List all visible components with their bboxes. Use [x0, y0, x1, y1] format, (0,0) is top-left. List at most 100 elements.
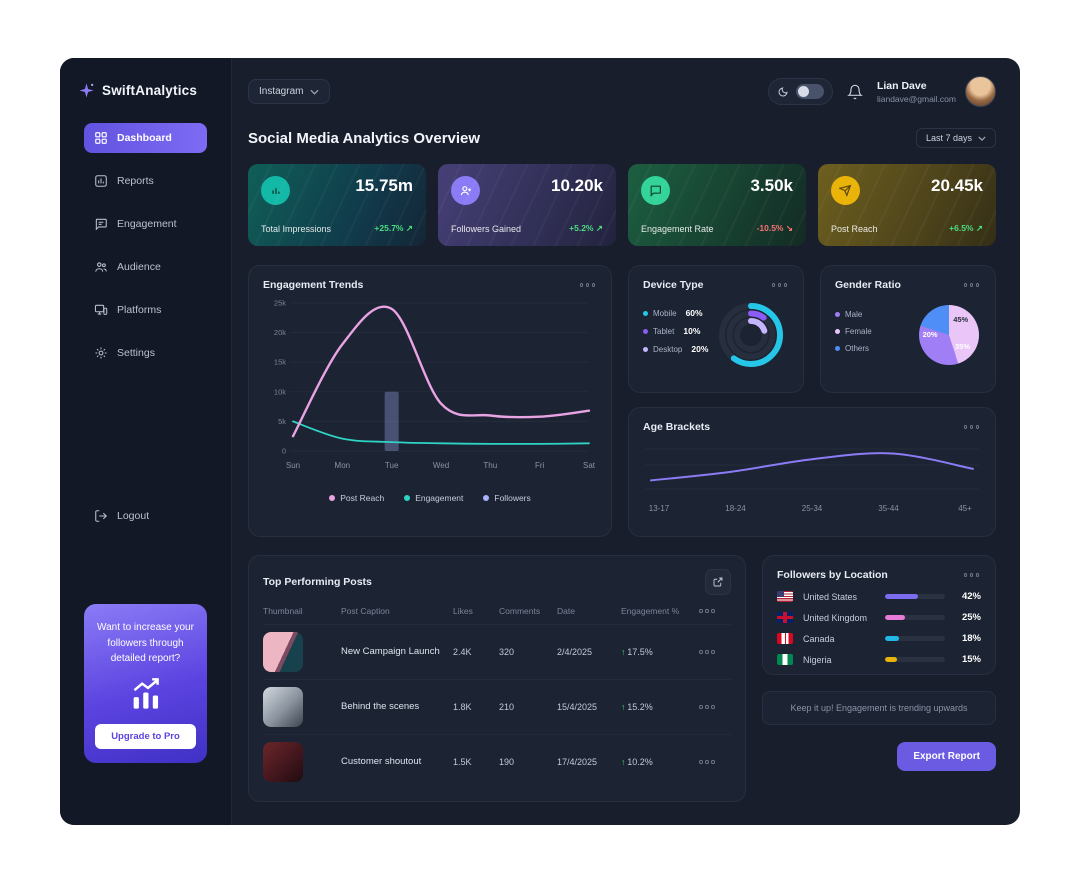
card-menu-icon[interactable]	[770, 281, 790, 289]
card-menu-icon[interactable]	[962, 571, 982, 579]
sidebar-item-engagement[interactable]: Engagement	[84, 209, 207, 239]
row-menu-icon[interactable]	[697, 758, 723, 766]
date-range-select[interactable]: Last 7 days	[915, 128, 996, 148]
sidebar-item-settings[interactable]: Settings	[84, 338, 207, 368]
svg-text:45+: 45+	[958, 504, 972, 513]
svg-text:5k: 5k	[278, 417, 286, 426]
dark-mode-toggle[interactable]	[767, 78, 833, 105]
post-likes: 1.8K	[453, 702, 472, 712]
post-date: 17/4/2025	[557, 757, 598, 767]
trend-arrow-icon: ↗	[405, 223, 413, 233]
location-row: United States 42%	[777, 591, 981, 602]
growth-chart-icon	[133, 677, 159, 709]
app-name: SwiftAnalytics	[102, 83, 198, 98]
sidebar-item-dashboard[interactable]: Dashboard	[84, 123, 207, 153]
user-email: liandave@gmail.com	[876, 93, 956, 104]
card-title: Followers by Location	[777, 569, 888, 581]
people-icon	[95, 262, 107, 272]
stat-value: 10.20k	[551, 176, 603, 195]
gender-ratio-card: Gender Ratio Male Female Others 45%	[820, 265, 996, 393]
stat-delta: +6.5% ↗	[949, 223, 983, 233]
impressions-icon	[261, 176, 290, 205]
location-bar	[885, 615, 945, 620]
encouragement-note: Keep it up! Engagement is trending upwar…	[762, 691, 996, 725]
export-report-button[interactable]: Export Report	[897, 742, 996, 771]
share-button[interactable]	[705, 569, 731, 595]
app-window: SwiftAnalytics Dashboard Reports Engagem…	[60, 58, 1020, 825]
card-menu-icon[interactable]	[578, 281, 598, 289]
engagement-legend-dot	[404, 495, 411, 501]
share-arrow-icon	[713, 577, 723, 587]
sidebar-item-label: Audience	[117, 261, 161, 273]
platform-select[interactable]: Instagram	[248, 79, 331, 104]
engagement-chat-icon	[641, 176, 670, 205]
svg-text:18-24: 18-24	[725, 504, 746, 513]
device-legend: Mobile 60% Tablet 10% Desktop 20%	[643, 308, 708, 362]
up-arrow-icon: ↑	[621, 757, 626, 767]
post-reach-legend-dot	[329, 495, 336, 501]
post-comments: 210	[499, 702, 515, 712]
table-row: New Campaign Launch 2.4K 320 2/4/2025 ↑ 1…	[263, 624, 731, 679]
age-brackets-chart: 13-17 18-24 25-34 35-44 45+	[645, 448, 979, 513]
row-menu-icon[interactable]	[697, 703, 723, 711]
svg-text:25-34: 25-34	[802, 504, 823, 513]
svg-text:Sun: Sun	[286, 461, 300, 470]
logout-button[interactable]: Logout	[84, 501, 207, 531]
main-content: Instagram Lian Dave liandave@gmail.com	[232, 58, 1020, 825]
logout-icon	[95, 510, 107, 522]
stat-label: Post Reach	[831, 224, 878, 234]
svg-text:10k: 10k	[274, 387, 286, 396]
location-row: Nigeria 15%	[777, 654, 981, 665]
user-block[interactable]: Lian Dave liandave@gmail.com	[877, 76, 996, 107]
sidebar-item-label: Reports	[117, 175, 154, 187]
card-menu-icon[interactable]	[962, 281, 982, 289]
sidebar-item-audience[interactable]: Audience	[84, 252, 207, 282]
post-comments: 320	[499, 647, 515, 657]
stat-label: Followers Gained	[451, 224, 522, 234]
stat-card-post-reach: 20.45k Post Reach +6.5% ↗	[818, 164, 996, 246]
promo-text: Want to increase your followers through …	[97, 622, 194, 664]
post-likes: 2.4K	[453, 647, 472, 657]
svg-text:35-44: 35-44	[878, 504, 899, 513]
chat-bubble-icon	[95, 218, 107, 231]
trend-arrow-icon: ↘	[785, 223, 793, 233]
topbar: Instagram Lian Dave liandave@gmail.com	[248, 76, 996, 107]
sidebar-item-reports[interactable]: Reports	[84, 166, 207, 196]
follower-add-icon	[451, 176, 480, 205]
post-caption: Behind the scenes	[341, 701, 420, 713]
svg-text:13-17: 13-17	[649, 504, 670, 513]
stat-delta: +25.7% ↗	[374, 223, 413, 233]
trend-legend: Post Reach Engagement Followers	[263, 493, 597, 503]
toggle-switch[interactable]	[795, 84, 824, 99]
card-menu-icon[interactable]	[962, 423, 982, 431]
card-title: Gender Ratio	[835, 279, 901, 291]
chevron-down-icon	[310, 89, 320, 95]
stat-value: 15.75m	[355, 176, 413, 195]
gender-ratio-pie-chart: 45% 35% 20%	[919, 305, 979, 365]
sidebar-nav: Dashboard Reports Engagement Audience Pl…	[60, 123, 231, 381]
devices-icon	[94, 304, 108, 315]
location-bar	[885, 636, 945, 641]
top-posts-card: Top Performing Posts Thumbnail Post Capt…	[248, 555, 746, 802]
svg-text:15k: 15k	[274, 358, 286, 367]
table-row: Behind the scenes 1.8K 210 15/4/2025 ↑ 15…	[263, 679, 731, 734]
upgrade-to-pro-button[interactable]: Upgrade to Pro	[95, 723, 196, 749]
sidebar-item-platforms[interactable]: Platforms	[84, 295, 207, 325]
post-caption: New Campaign Launch	[341, 646, 440, 658]
bell-icon[interactable]	[846, 84, 863, 100]
row-menu-icon[interactable]	[697, 648, 723, 656]
post-caption: Customer shoutout	[341, 756, 422, 768]
canada-flag-icon	[777, 633, 793, 644]
svg-text:Thu: Thu	[483, 461, 497, 470]
dashboard-grid-icon	[95, 132, 107, 144]
sidebar: SwiftAnalytics Dashboard Reports Engagem…	[60, 58, 232, 825]
avatar[interactable]	[965, 76, 996, 107]
device-type-donut-chart	[719, 303, 783, 367]
table-menu-icon[interactable]	[697, 607, 723, 615]
platform-select-value: Instagram	[259, 86, 304, 97]
date-range-value: Last 7 days	[925, 133, 972, 143]
svg-text:Wed: Wed	[433, 461, 449, 470]
up-arrow-icon: ↑	[621, 647, 626, 657]
card-title: Engagement Trends	[263, 279, 364, 291]
post-engagement: ↑ 15.2%	[621, 702, 653, 712]
